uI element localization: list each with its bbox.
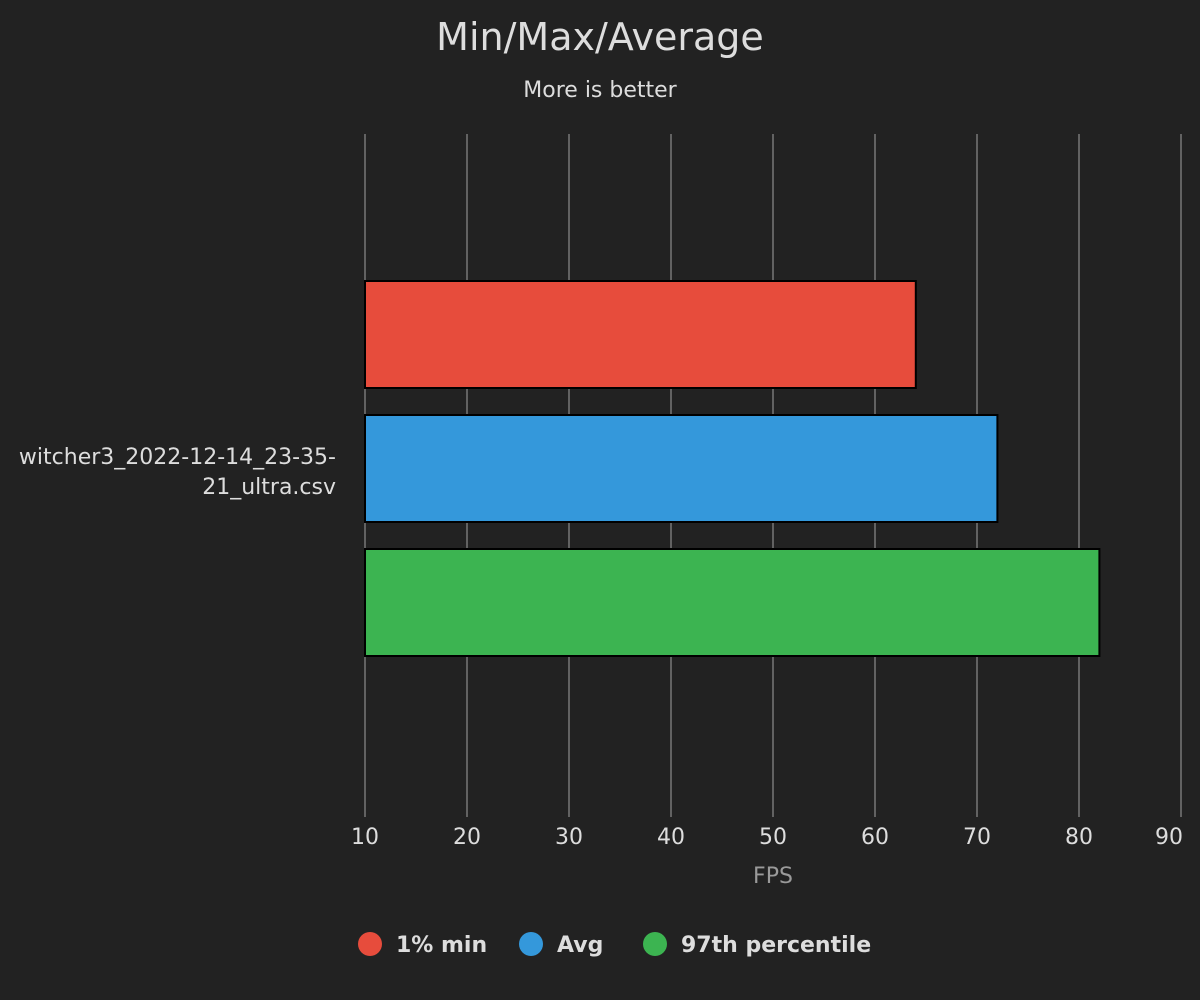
bars [364,280,1101,657]
y-category-label: 21_ultra.csv [202,475,336,500]
legend-label: Avg [557,933,603,958]
x-tick-label: 30 [555,825,583,850]
x-tick-label: 40 [657,825,685,850]
x-tick-label: 80 [1065,825,1093,850]
legend: 1% min Avg 97th percentile [358,932,871,958]
bar [364,280,917,389]
x-tick-label: 10 [351,825,379,850]
x-tick-label: 60 [861,825,889,850]
legend-swatch [643,932,667,956]
x-tick-label: 20 [453,825,481,850]
chart-title: Min/Max/Average [436,15,764,59]
chart-subtitle: More is better [523,78,677,103]
legend-label: 97th percentile [681,933,871,958]
legend-label: 1% min [396,933,487,958]
x-tick-label: 90 [1155,825,1183,850]
x-tick-label: 50 [759,825,787,850]
x-axis-ticks: 10 20 30 40 50 60 70 80 90 [351,825,1183,850]
y-category-label: witcher3_2022-12-14_23-35- [19,445,336,470]
y-axis-categories: witcher3_2022-12-14_23-35- 21_ultra.csv [19,445,336,500]
x-tick-label: 70 [963,825,991,850]
legend-swatch [358,932,382,956]
legend-swatch [519,932,543,956]
bar [364,414,999,523]
x-axis-label: FPS [753,864,793,889]
bar [364,548,1101,657]
